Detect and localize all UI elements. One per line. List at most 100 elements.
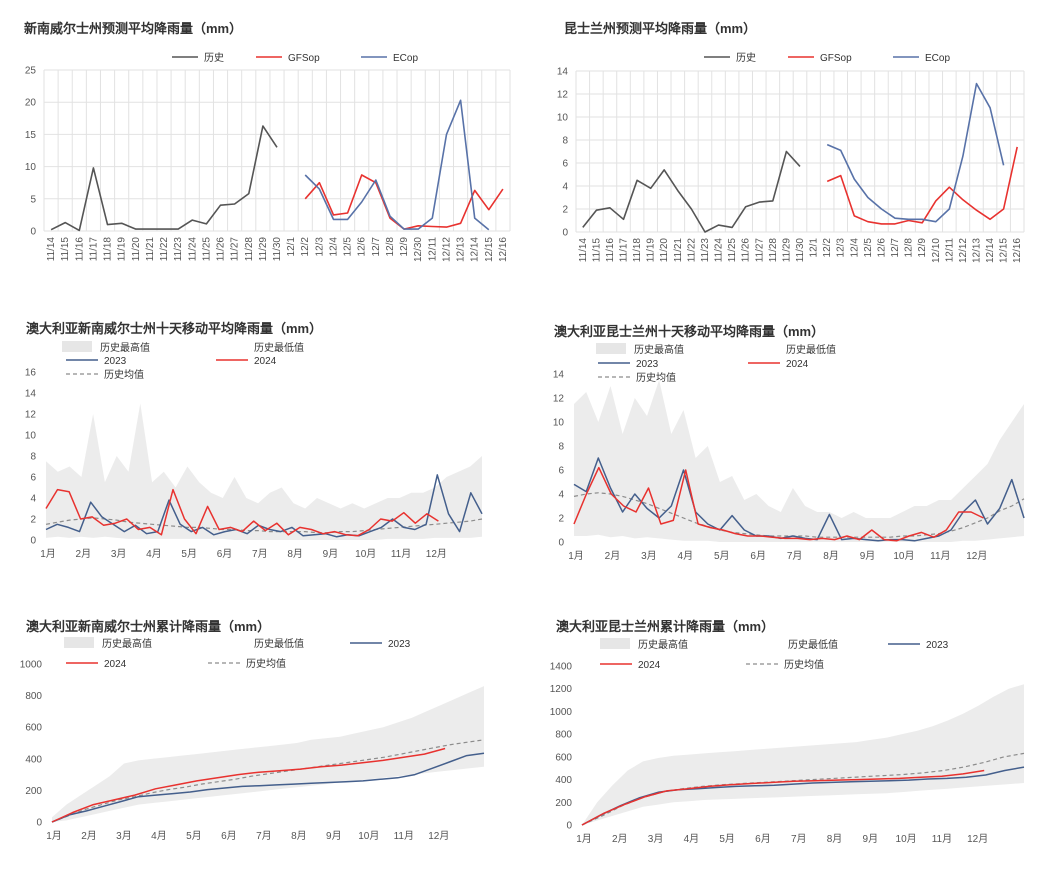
panel-qld-10day: 澳大利亚昆士兰州十天移动平均降雨量（mm） 0 2 4 6 8 10 12 14 1月 2月 3月 4… <box>524 306 1044 596</box>
historical-range-band <box>52 686 484 822</box>
panel-qld-cumulative: 澳大利亚昆士兰州累计降雨量（mm） 0 200 400 600 800 1000 1200 1… <box>524 604 1044 884</box>
y-tick-label: 5 <box>30 194 36 205</box>
legend-label: 历史 <box>204 52 224 64</box>
x-tick-label: 11/22 <box>686 238 697 263</box>
x-tick-label: 4月 <box>684 833 700 845</box>
legend-swatch <box>596 343 626 354</box>
y-tick-label: 25 <box>25 66 37 77</box>
y-tick-label: 2 <box>558 514 564 525</box>
legend-label: GFSop <box>820 53 852 64</box>
x-tick-label: 11/14 <box>578 238 589 263</box>
x-tick-label: 12/10 <box>931 238 942 263</box>
x-tick-label: 9月 <box>863 833 879 845</box>
y-tick-label: 8 <box>558 442 564 453</box>
x-tick-label: 11/24 <box>714 238 725 263</box>
legend-swatch <box>216 637 246 648</box>
y-tick-label: 8 <box>562 136 568 147</box>
x-tick-label: 12/9 <box>399 237 410 257</box>
y-tick-label: 200 <box>555 798 572 809</box>
legend-label: 2024 <box>638 660 661 671</box>
legend: 历史最高值 历史最低值 2023 2024 历史均值 <box>600 638 949 671</box>
legend-label: 2023 <box>104 356 127 367</box>
y-tick-label: 0 <box>566 821 572 832</box>
series-line-avg <box>573 492 1025 538</box>
x-tick-label: 11/19 <box>646 238 657 263</box>
x-tick-label: 8月 <box>823 550 839 562</box>
x-tick-label: 11/21 <box>145 237 156 262</box>
x-tick-label: 11月 <box>932 833 952 845</box>
x-tick-label: 5月 <box>181 548 197 560</box>
x-tick-label: 12/4 <box>328 237 339 257</box>
x-tick-label: 12/4 <box>849 238 860 258</box>
grid <box>575 70 1025 233</box>
x-tick-label: 11/26 <box>216 237 227 262</box>
y-tick-label: 0 <box>562 228 568 239</box>
x-tick-label: 11/16 <box>74 237 85 262</box>
x-tick-label: 6月 <box>750 550 766 562</box>
y-tick-label: 0 <box>30 536 36 547</box>
x-tick-label: 11/28 <box>768 238 779 263</box>
x-tick-label: 6月 <box>755 833 771 845</box>
historical-range-band <box>574 380 1024 542</box>
x-tick-label: 12/1 <box>809 238 820 258</box>
y-tick-label: 4 <box>558 490 564 501</box>
y-tick-label: 1400 <box>550 662 573 673</box>
x-tick-label: 7月 <box>252 548 268 560</box>
legend-label: 历史最低值 <box>786 343 836 356</box>
x-tick-label: 1月 <box>46 830 62 842</box>
panel-nsw-forecast: 新南威尔士州预测平均降雨量（mm） 0 5 10 15 20 25 11/14 11/15 11… <box>0 0 520 290</box>
x-tick-label: 11/17 <box>88 237 99 262</box>
series-line-2024 <box>573 466 984 542</box>
x-tick-label: 1月 <box>40 548 56 560</box>
x-tick-label: 3月 <box>116 830 132 842</box>
x-tick-label: 2月 <box>612 833 628 845</box>
x-tick-label: 12/6 <box>357 237 368 257</box>
x-tick-label: 8月 <box>287 548 303 560</box>
series-line-2024 <box>45 488 439 537</box>
legend-label: 2023 <box>388 639 411 650</box>
legend-label: 历史均值 <box>246 657 286 670</box>
series-line-2024 <box>51 747 446 823</box>
y-tick-label: 6 <box>558 466 564 477</box>
x-tick-label: 11月 <box>391 548 411 560</box>
x-tick-label: 7月 <box>787 550 803 562</box>
legend-label: 历史最高值 <box>102 637 152 650</box>
x-tick-label: 12/12 <box>441 237 452 262</box>
panel-nsw-cumulative: 澳大利亚新南威尔士州累计降雨量（mm） 0 200 400 600 800 1000 1月 2… <box>0 604 520 884</box>
y-tick-label: 800 <box>25 691 42 702</box>
y-tick-label: 14 <box>557 67 569 78</box>
series-line-2023 <box>581 766 1025 826</box>
legend-swatch <box>216 341 246 352</box>
x-tick-label: 11/16 <box>605 238 616 263</box>
legend: 历史 GFSop ECop <box>704 52 950 64</box>
x-tick-label: 11/23 <box>173 237 184 262</box>
y-tick-label: 1000 <box>20 660 43 671</box>
chart-qld-10day: 0 2 4 6 8 10 12 14 1月 2月 3月 4月 5月 6月 7月 8月 9月 10月 11月 12月 历史… <box>553 343 1025 562</box>
y-tick-label: 200 <box>25 786 42 797</box>
x-tick-label: 12/12 <box>958 238 969 263</box>
x-tick-label: 12/9 <box>917 238 928 258</box>
x-tick-label: 12月 <box>428 830 449 842</box>
x-tick-label: 7月 <box>256 830 272 842</box>
x-tick-label: 11/15 <box>591 238 602 263</box>
x-tick-label: 12/15 <box>999 238 1010 263</box>
x-tick-label: 12月 <box>426 548 447 560</box>
y-tick-label: 12 <box>557 90 569 101</box>
y-tick-label: 0 <box>30 227 36 238</box>
legend-label: 2023 <box>636 359 659 370</box>
x-tick-label: 11/15 <box>60 237 71 262</box>
x-tick-label: 12/13 <box>456 237 467 262</box>
y-tick-label: 400 <box>555 775 572 786</box>
x-tick-label: 10月 <box>358 830 379 842</box>
series-line-2023 <box>51 752 485 823</box>
series-line-avg <box>51 739 485 823</box>
chart-qld-forecast: 0 2 4 6 8 10 12 14 11/14 11/15 11/16 11/17 11/18 11/1… <box>557 52 1025 263</box>
x-tick-label: 2月 <box>81 830 97 842</box>
legend-label: ECop <box>393 53 418 64</box>
y-tick-label: 4 <box>30 494 36 505</box>
series-line-2024 <box>581 769 985 826</box>
y-tick-label: 600 <box>25 723 42 734</box>
x-tick-label: 11/23 <box>700 238 711 263</box>
x-tick-label: 12月 <box>966 550 987 562</box>
x-tick-label: 9月 <box>860 550 876 562</box>
